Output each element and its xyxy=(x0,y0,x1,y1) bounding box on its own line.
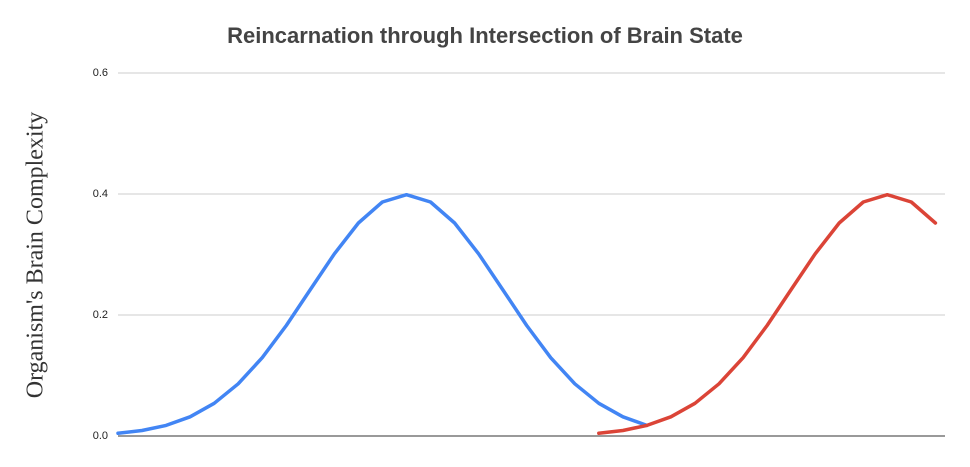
y-tick-label: 0.0 xyxy=(93,430,108,442)
line-series xyxy=(116,192,649,436)
y-tick-label: 0.2 xyxy=(93,309,108,321)
chart-title: Reincarnation through Intersection of Br… xyxy=(227,23,743,48)
line-series xyxy=(597,192,938,436)
y-tick-label: 0.6 xyxy=(93,67,108,79)
y-tick-label: 0.4 xyxy=(93,188,108,200)
y-axis-label: Organism's Brain Complexity xyxy=(23,112,49,399)
